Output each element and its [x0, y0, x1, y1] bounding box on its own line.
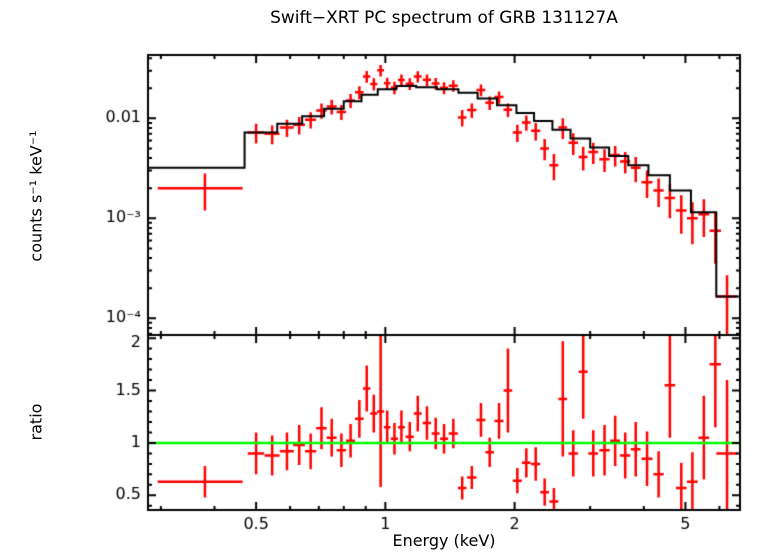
chart-title: Swift−XRT PC spectrum of GRB 131127A: [270, 8, 618, 28]
y-axis-label-counts: counts s⁻¹ keV⁻¹: [26, 130, 46, 262]
x-axis-label: Energy (keV): [392, 531, 496, 550]
y-axis-label-ratio: ratio: [26, 403, 46, 441]
